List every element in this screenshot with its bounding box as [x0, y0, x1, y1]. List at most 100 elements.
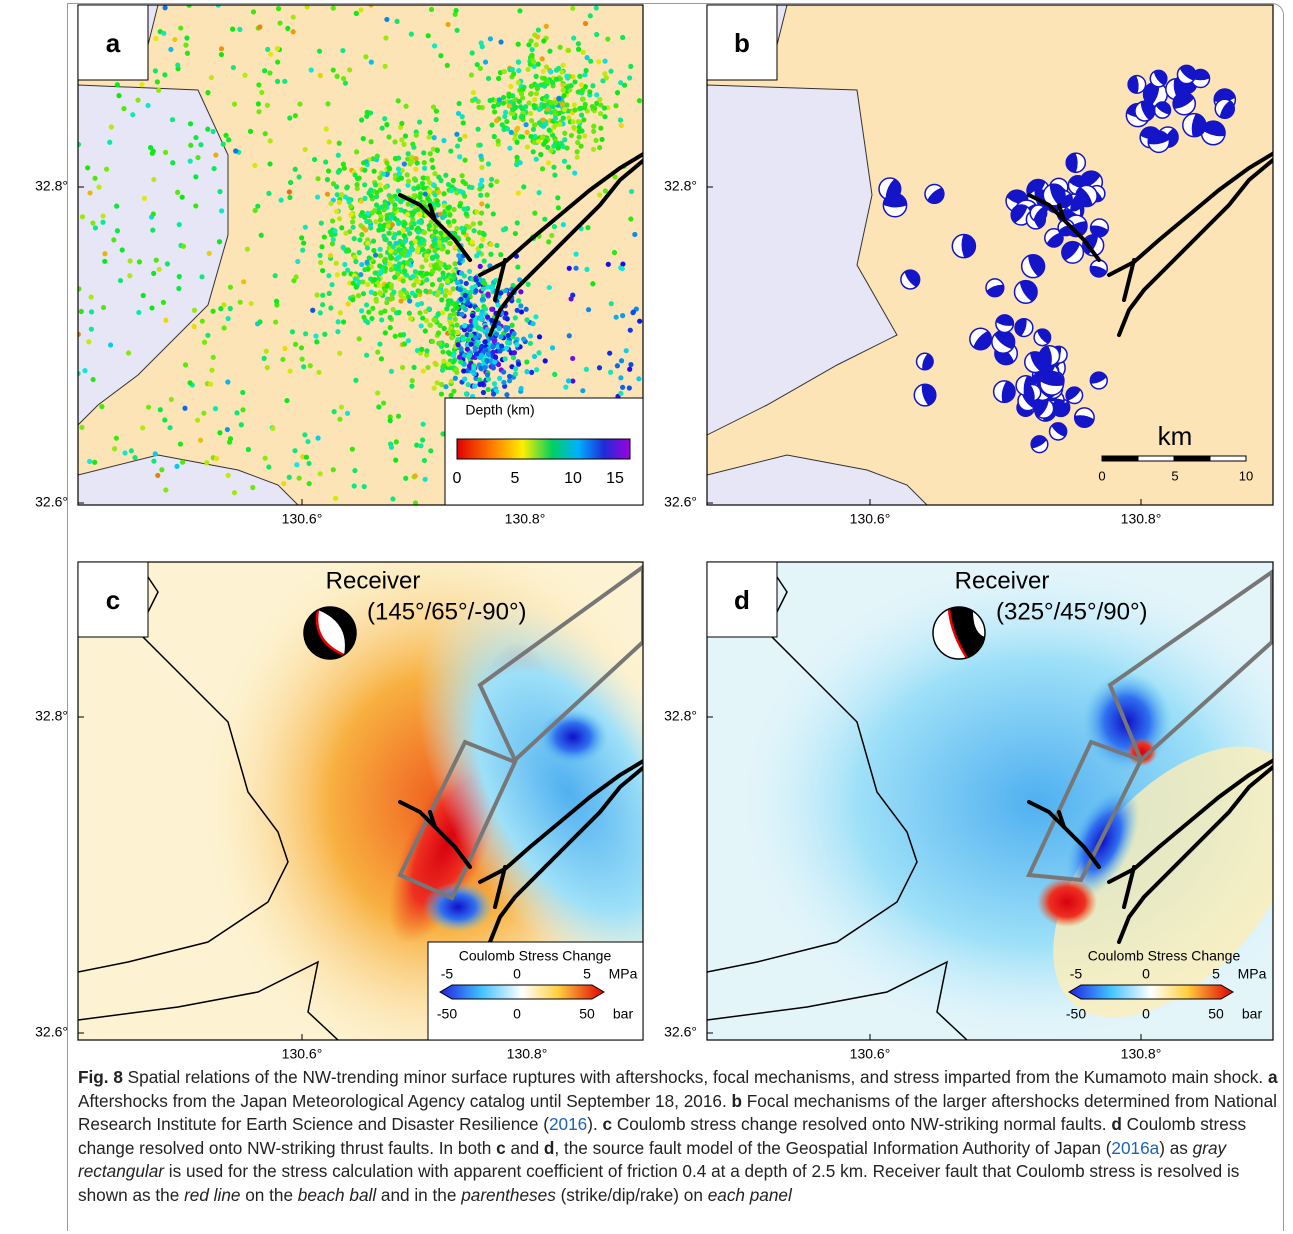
aftershock	[88, 326, 94, 332]
aftershock	[395, 271, 401, 277]
aftershock	[262, 131, 268, 137]
aftershock	[364, 218, 370, 225]
aftershock	[451, 311, 457, 317]
fault-trace	[1117, 764, 1273, 944]
focal-mechanism-quadrant	[1015, 318, 1027, 337]
aftershock	[448, 392, 454, 398]
aftershock	[503, 345, 510, 351]
legend-colorbar	[456, 438, 631, 460]
aftershock	[552, 141, 559, 147]
aftershock	[512, 230, 519, 237]
caption-segment[interactable]: 2016a	[1111, 1137, 1160, 1158]
aftershock	[591, 105, 598, 111]
aftershock	[524, 317, 530, 323]
aftershock	[296, 475, 302, 481]
aftershock	[454, 143, 461, 149]
colorbar-tick-label: -50	[437, 1006, 457, 1022]
aftershock	[395, 188, 402, 194]
aftershock	[485, 75, 492, 82]
aftershock	[456, 100, 462, 107]
map-panel	[707, 5, 1273, 505]
aftershock	[528, 118, 535, 124]
aftershock	[310, 307, 316, 313]
aftershock	[388, 194, 394, 200]
aftershock	[398, 175, 405, 181]
aftershock	[266, 464, 272, 470]
aftershock	[489, 317, 495, 324]
aftershock	[398, 207, 404, 213]
aftershock	[187, 121, 194, 127]
aftershock	[366, 190, 372, 196]
aftershock	[263, 348, 269, 354]
aftershock	[532, 133, 538, 139]
aftershock	[534, 85, 540, 92]
aftershock	[405, 338, 411, 344]
focal-mechanism-quadrant	[1049, 184, 1065, 205]
aftershock	[341, 165, 347, 171]
aftershock	[295, 258, 301, 265]
aftershock	[218, 306, 224, 312]
aftershock	[388, 368, 395, 374]
aftershock	[340, 319, 347, 325]
focal-mechanism-quadrant	[1070, 194, 1082, 211]
aftershock	[623, 348, 629, 354]
aftershock	[578, 82, 585, 88]
aftershock	[195, 417, 201, 423]
aftershock	[381, 400, 387, 406]
aftershock	[162, 149, 169, 155]
aftershock	[418, 323, 424, 329]
aftershock	[215, 5, 221, 8]
aftershock	[575, 139, 581, 146]
aftershock	[114, 203, 120, 209]
aftershock	[542, 216, 548, 222]
aftershock	[345, 301, 351, 307]
aftershock	[577, 73, 583, 79]
aftershock	[596, 365, 603, 371]
aftershock	[315, 194, 321, 200]
aftershock	[245, 446, 251, 453]
aftershock	[540, 68, 546, 74]
x-axis-label: 130.8°	[505, 511, 546, 527]
aftershock	[427, 129, 433, 136]
aftershock	[339, 192, 345, 198]
colorbar-tick-label: -50	[1066, 1006, 1086, 1022]
caption-segment: gray rectangular	[78, 1137, 1227, 1182]
aftershock	[428, 219, 434, 225]
aftershock	[575, 41, 582, 47]
aftershock	[482, 364, 488, 371]
aftershock	[390, 244, 396, 250]
aftershock	[584, 55, 590, 61]
aftershock	[380, 226, 386, 233]
aftershock	[103, 166, 110, 172]
aftershock	[361, 483, 367, 490]
map-panel	[78, 562, 643, 1040]
aftershock	[455, 329, 461, 335]
aftershock	[352, 467, 358, 474]
aftershock	[469, 313, 476, 319]
focal-mechanism-quadrant	[961, 234, 976, 258]
aftershock	[585, 307, 592, 313]
beach-ball-outline	[303, 606, 357, 660]
aftershock	[574, 149, 580, 155]
aftershock	[88, 309, 95, 315]
aftershock	[355, 293, 362, 299]
focal-mechanism-quadrant	[996, 314, 1014, 326]
aftershock	[370, 305, 376, 311]
aftershock	[409, 154, 415, 160]
aftershock	[423, 318, 430, 324]
aftershock	[456, 252, 462, 259]
aftershock	[570, 355, 576, 362]
aftershock	[241, 279, 247, 285]
aftershock	[368, 5, 374, 8]
legend-tick-label: 10	[564, 470, 582, 487]
caption-segment[interactable]: 2016	[548, 1114, 588, 1134]
legend-tick-label: 5	[511, 470, 520, 487]
aftershock	[413, 132, 419, 138]
aftershock	[570, 119, 576, 125]
aftershock	[630, 310, 636, 316]
aftershock	[542, 358, 548, 364]
aftershock	[417, 194, 423, 201]
aftershock	[458, 359, 464, 365]
aftershock	[219, 208, 225, 214]
aftershock	[136, 309, 142, 316]
